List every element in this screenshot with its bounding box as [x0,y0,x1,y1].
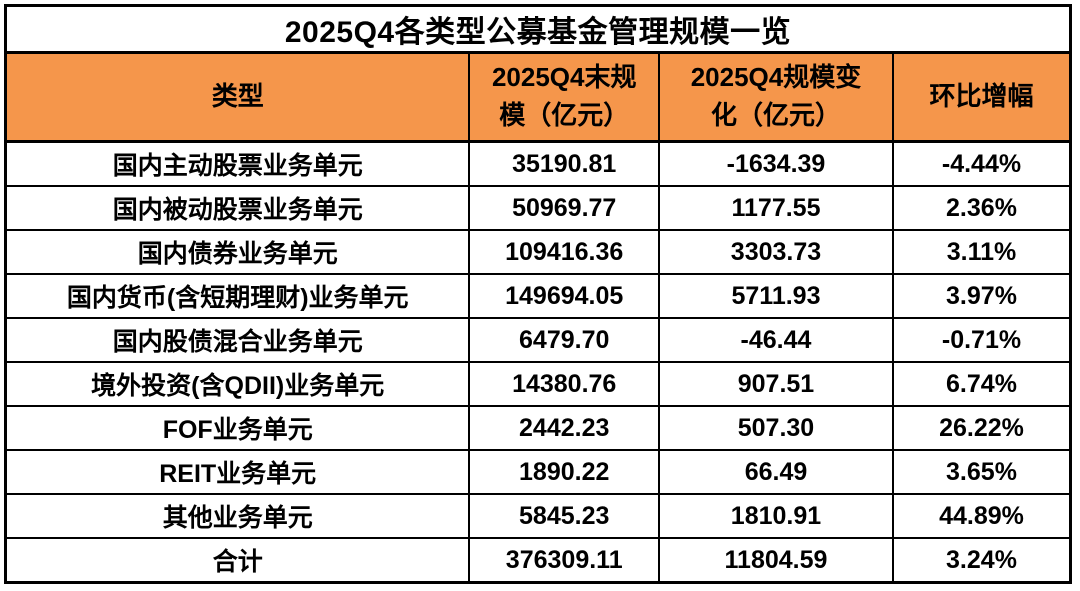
table-row: 国内股债混合业务单元 6479.70 -46.44 -0.71% [4,317,1072,363]
column-header-growth: 环比增幅 [891,51,1072,143]
cell-category: 国内股债混合业务单元 [4,317,471,363]
cell-growth: 6.74% [891,361,1072,407]
cell-growth: 44.89% [891,493,1072,539]
table-row: FOF业务单元 2442.23 507.30 26.22% [4,405,1072,451]
cell-growth: 3.24% [891,537,1072,584]
title-row: 2025Q4各类型公募基金管理规模一览 [4,4,1072,54]
cell-growth: 2.36% [891,185,1072,231]
cell-change: 1810.91 [658,493,894,539]
total-row: 合计 376309.11 11804.59 3.24% [4,537,1072,584]
header-row: 类型 2025Q4末规模（亿元） 2025Q4规模变化（亿元） 环比增幅 [4,51,1072,143]
table-row: 国内货币(含短期理财)业务单元 149694.05 5711.93 3.97% [4,273,1072,319]
cell-category: 国内债券业务单元 [4,229,471,275]
cell-end-scale: 50969.77 [468,185,660,231]
cell-end-scale: 109416.36 [468,229,660,275]
cell-change: 3303.73 [658,229,894,275]
table-row: 国内债券业务单元 109416.36 3303.73 3.11% [4,229,1072,275]
cell-end-scale: 376309.11 [468,537,660,584]
table-row: REIT业务单元 1890.22 66.49 3.65% [4,449,1072,495]
cell-end-scale: 35190.81 [468,140,660,187]
cell-category: 境外投资(含QDII)业务单元 [4,361,471,407]
cell-end-scale: 6479.70 [468,317,660,363]
cell-growth: -0.71% [891,317,1072,363]
fund-scale-table: 2025Q4各类型公募基金管理规模一览 类型 2025Q4末规模（亿元） 2025Q… [4,4,1072,584]
cell-change: 66.49 [658,449,894,495]
column-header-change: 2025Q4规模变化（亿元） [658,51,894,143]
cell-end-scale: 2442.23 [468,405,660,451]
cell-change: -1634.39 [658,140,894,187]
cell-category: 其他业务单元 [4,493,471,539]
cell-growth: 3.65% [891,449,1072,495]
cell-category: 国内被动股票业务单元 [4,185,471,231]
table-row: 国内主动股票业务单元 35190.81 -1634.39 -4.44% [4,140,1072,187]
table-row: 国内被动股票业务单元 50969.77 1177.55 2.36% [4,185,1072,231]
cell-category: FOF业务单元 [4,405,471,451]
cell-change: 5711.93 [658,273,894,319]
column-header-end-scale: 2025Q4末规模（亿元） [468,51,660,143]
table-title: 2025Q4各类型公募基金管理规模一览 [4,4,1072,54]
cell-growth: 26.22% [891,405,1072,451]
cell-change: 907.51 [658,361,894,407]
cell-change: 507.30 [658,405,894,451]
cell-category: REIT业务单元 [4,449,471,495]
cell-growth: 3.97% [891,273,1072,319]
column-header-category: 类型 [4,51,471,143]
table-row: 其他业务单元 5845.23 1810.91 44.89% [4,493,1072,539]
cell-end-scale: 14380.76 [468,361,660,407]
cell-category: 国内货币(含短期理财)业务单元 [4,273,471,319]
table-body: 国内主动股票业务单元 35190.81 -1634.39 -4.44% 国内被动股票业务… [4,140,1072,584]
table-head: 2025Q4各类型公募基金管理规模一览 类型 2025Q4末规模（亿元） 2025Q… [4,4,1072,143]
cell-category: 国内主动股票业务单元 [4,140,471,187]
cell-category: 合计 [4,537,471,584]
table-row: 境外投资(含QDII)业务单元 14380.76 907.51 6.74% [4,361,1072,407]
cell-change: -46.44 [658,317,894,363]
cell-end-scale: 1890.22 [468,449,660,495]
cell-change: 11804.59 [658,537,894,584]
cell-growth: 3.11% [891,229,1072,275]
cell-growth: -4.44% [891,140,1072,187]
cell-change: 1177.55 [658,185,894,231]
cell-end-scale: 5845.23 [468,493,660,539]
cell-end-scale: 149694.05 [468,273,660,319]
